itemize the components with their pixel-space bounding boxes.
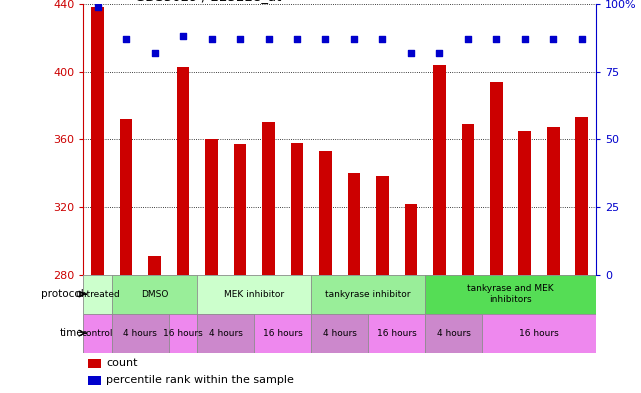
Bar (425, 314, 482, 353)
Bar (425, 275, 596, 314)
Point (577, 36, 587, 42)
Bar (462, 124, 474, 275)
Bar (88, 359, 101, 368)
Bar (312, 275, 425, 314)
Bar (233, 144, 246, 275)
Bar (197, 275, 312, 314)
Text: untreated: untreated (75, 290, 120, 299)
Bar (112, 314, 169, 353)
Text: 4 hours: 4 hours (323, 329, 356, 338)
Text: 16 hours: 16 hours (163, 329, 203, 338)
Text: GDS5029 / 225228_at: GDS5029 / 225228_at (135, 0, 281, 3)
Point (406, 50, 416, 56)
Text: time: time (60, 328, 83, 338)
Bar (319, 151, 332, 275)
Bar (83, 314, 112, 353)
Bar (177, 66, 190, 275)
Point (520, 36, 530, 42)
Text: 16 hours: 16 hours (377, 329, 417, 338)
Bar (490, 82, 503, 275)
Point (349, 36, 359, 42)
Text: control: control (82, 329, 113, 338)
Point (178, 33, 188, 40)
Bar (368, 314, 425, 353)
Bar (433, 65, 446, 275)
Text: 4 hours: 4 hours (123, 329, 157, 338)
Text: tankyrase inhibitor: tankyrase inhibitor (326, 290, 411, 299)
Text: protocol: protocol (40, 289, 83, 299)
Bar (312, 314, 368, 353)
Bar (576, 117, 588, 275)
Bar (148, 256, 161, 275)
Text: percentile rank within the sample: percentile rank within the sample (106, 375, 294, 385)
Bar (376, 176, 389, 275)
Bar (112, 275, 197, 314)
Text: 16 hours: 16 hours (519, 329, 559, 338)
Point (92, 4, 103, 10)
Bar (482, 314, 596, 353)
Point (548, 36, 558, 42)
Point (121, 36, 131, 42)
Bar (290, 143, 303, 275)
Text: 16 hours: 16 hours (263, 329, 303, 338)
Point (320, 36, 331, 42)
Bar (120, 119, 133, 275)
Point (463, 36, 473, 42)
Text: 4 hours: 4 hours (437, 329, 470, 338)
Point (149, 50, 160, 56)
Bar (519, 131, 531, 275)
Bar (547, 127, 560, 275)
Bar (91, 7, 104, 275)
Bar (254, 314, 312, 353)
Bar (197, 314, 254, 353)
Bar (205, 139, 218, 275)
Bar (262, 122, 275, 275)
Text: tankyrase and MEK
inhibitors: tankyrase and MEK inhibitors (467, 285, 554, 304)
Bar (169, 314, 197, 353)
Bar (347, 173, 360, 275)
Text: MEK inhibitor: MEK inhibitor (224, 290, 285, 299)
Point (491, 36, 501, 42)
Point (435, 50, 445, 56)
Point (292, 36, 302, 42)
Point (378, 36, 388, 42)
Bar (404, 204, 417, 275)
Point (206, 36, 217, 42)
Bar (88, 376, 101, 385)
Text: count: count (106, 358, 138, 368)
Bar (83, 275, 112, 314)
Text: DMSO: DMSO (141, 290, 168, 299)
Text: 4 hours: 4 hours (209, 329, 243, 338)
Point (263, 36, 274, 42)
Point (235, 36, 245, 42)
